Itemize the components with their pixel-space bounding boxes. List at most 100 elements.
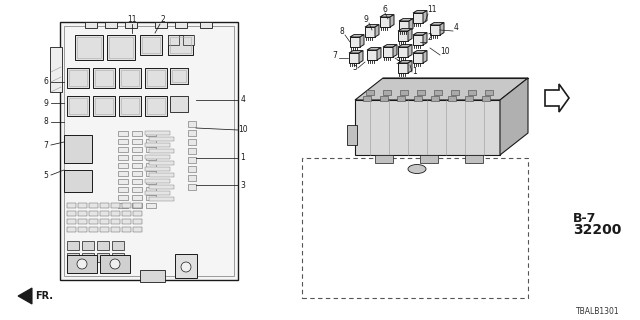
Bar <box>82 253 94 262</box>
Bar <box>133 203 142 208</box>
Bar <box>142 37 160 53</box>
Bar <box>89 227 98 232</box>
Bar <box>145 96 167 116</box>
Bar <box>168 35 193 55</box>
Bar <box>67 68 89 88</box>
Text: 32200: 32200 <box>573 223 621 237</box>
Bar <box>133 227 142 232</box>
Polygon shape <box>408 28 412 41</box>
Bar <box>75 35 103 60</box>
Bar <box>398 47 408 57</box>
Bar <box>146 203 156 208</box>
Polygon shape <box>390 15 394 27</box>
Bar <box>400 90 408 95</box>
Text: 7: 7 <box>333 51 337 60</box>
Bar <box>111 219 120 224</box>
Bar <box>100 211 109 216</box>
Bar <box>67 96 89 116</box>
Bar <box>188 121 196 127</box>
Text: 4: 4 <box>454 23 458 33</box>
Bar <box>121 98 139 114</box>
Bar <box>188 175 196 181</box>
Bar <box>170 68 188 84</box>
Bar <box>93 96 115 116</box>
Bar <box>147 70 165 86</box>
Bar <box>95 70 113 86</box>
Polygon shape <box>377 48 381 60</box>
Bar <box>383 90 391 95</box>
Bar <box>118 171 128 176</box>
Bar <box>375 155 393 163</box>
Bar <box>465 96 473 101</box>
Bar <box>78 211 87 216</box>
Bar <box>82 241 94 250</box>
Bar <box>399 21 409 31</box>
Bar <box>132 131 142 136</box>
Polygon shape <box>350 35 364 37</box>
Bar <box>434 90 442 95</box>
Text: 1: 1 <box>413 68 417 76</box>
Bar <box>147 98 165 114</box>
Bar <box>146 147 156 152</box>
Bar <box>100 203 109 208</box>
Bar <box>111 203 120 208</box>
Bar <box>69 98 87 114</box>
Bar <box>149 137 174 141</box>
Bar <box>149 173 174 177</box>
Polygon shape <box>409 19 413 31</box>
Bar <box>118 195 128 200</box>
Bar <box>155 22 167 28</box>
Text: 3: 3 <box>396 58 401 67</box>
Bar <box>133 219 142 224</box>
Text: 11: 11 <box>428 5 436 14</box>
Bar <box>188 139 196 145</box>
Bar <box>146 155 156 160</box>
Bar <box>145 179 170 183</box>
Polygon shape <box>18 288 32 304</box>
Bar <box>118 203 128 208</box>
Bar <box>97 253 109 262</box>
Bar <box>122 219 131 224</box>
Bar <box>188 184 196 190</box>
Bar <box>132 171 142 176</box>
Bar <box>367 50 377 60</box>
Bar <box>188 157 196 163</box>
Bar <box>175 22 187 28</box>
Bar <box>468 90 476 95</box>
Text: 2: 2 <box>161 15 165 25</box>
Bar <box>349 53 359 63</box>
Bar <box>85 22 97 28</box>
Bar <box>122 203 131 208</box>
Bar <box>132 179 142 184</box>
Bar <box>451 90 459 95</box>
Bar <box>121 70 139 86</box>
Bar <box>146 171 156 176</box>
Bar <box>100 227 109 232</box>
Text: 5: 5 <box>353 63 357 73</box>
Bar <box>149 149 174 153</box>
Text: B-7: B-7 <box>573 212 596 225</box>
Bar <box>146 187 156 192</box>
Polygon shape <box>355 78 528 100</box>
Bar <box>383 47 393 57</box>
Bar <box>119 68 141 88</box>
Bar <box>132 195 142 200</box>
Bar <box>380 17 390 27</box>
Text: 5: 5 <box>44 171 49 180</box>
Bar <box>302 158 528 298</box>
Text: 3: 3 <box>241 180 245 189</box>
Polygon shape <box>545 84 569 112</box>
Bar <box>146 195 156 200</box>
Bar <box>149 161 174 165</box>
Bar <box>122 211 131 216</box>
Bar <box>397 96 405 101</box>
Bar <box>170 37 191 53</box>
Bar <box>100 255 130 273</box>
Bar <box>398 63 408 73</box>
Bar <box>67 253 79 262</box>
Text: 6: 6 <box>44 77 49 86</box>
Bar <box>149 185 174 189</box>
Bar <box>413 35 423 45</box>
Bar <box>112 241 124 250</box>
Polygon shape <box>398 28 412 31</box>
